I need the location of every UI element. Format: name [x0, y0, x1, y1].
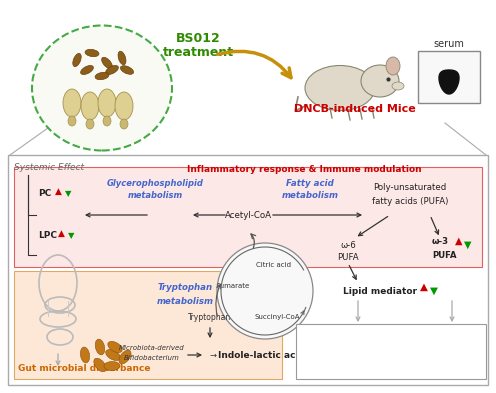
Text: Fatty acid: Fatty acid — [286, 178, 334, 187]
Text: PUFA: PUFA — [337, 252, 359, 261]
Ellipse shape — [103, 116, 111, 126]
Ellipse shape — [386, 57, 400, 75]
Text: treatment: treatment — [162, 46, 234, 59]
Ellipse shape — [95, 72, 109, 80]
Text: Tryptophan: Tryptophan — [188, 314, 232, 323]
Text: Indole-lactic acid: Indole-lactic acid — [218, 351, 305, 360]
Text: inflammatory: inflammatory — [329, 341, 387, 350]
Circle shape — [217, 243, 313, 339]
Text: LPC: LPC — [38, 231, 57, 239]
Text: ▲: ▲ — [58, 228, 65, 237]
Ellipse shape — [118, 51, 126, 65]
Text: Gut microbial disturbance: Gut microbial disturbance — [18, 364, 150, 373]
Text: Systemic Effect: Systemic Effect — [14, 163, 84, 172]
Text: Significantly changed after DNCB-induction: Significantly changed after DNCB-inducti… — [320, 332, 464, 338]
Ellipse shape — [361, 65, 399, 97]
Ellipse shape — [115, 92, 133, 120]
Text: metabolism: metabolism — [157, 296, 213, 305]
Text: ▲: ▲ — [420, 282, 428, 292]
Ellipse shape — [98, 89, 116, 117]
Text: →: → — [210, 351, 220, 360]
Text: ▲: ▲ — [455, 236, 462, 246]
Ellipse shape — [85, 50, 99, 57]
Text: ω-3: ω-3 — [432, 237, 449, 246]
Ellipse shape — [305, 66, 375, 110]
Text: ▲: ▲ — [55, 187, 62, 195]
Text: BS012: BS012 — [176, 31, 220, 44]
Text: ▼: ▼ — [464, 240, 472, 250]
Text: Fumarate: Fumarate — [216, 283, 249, 289]
Bar — [14, 271, 282, 379]
Ellipse shape — [104, 362, 120, 371]
Ellipse shape — [63, 89, 81, 117]
Ellipse shape — [81, 92, 99, 120]
Text: Poly-unsaturated: Poly-unsaturated — [373, 184, 446, 193]
Text: DNCB-induced Mice: DNCB-induced Mice — [294, 104, 416, 114]
Ellipse shape — [120, 119, 128, 129]
Text: ▼: ▼ — [68, 231, 74, 241]
Text: Glycerophospholipid: Glycerophospholipid — [107, 178, 203, 187]
Text: ▲: ▲ — [310, 330, 317, 340]
Ellipse shape — [108, 342, 122, 353]
Text: ▼: ▼ — [430, 286, 438, 296]
Text: ω-6: ω-6 — [340, 241, 356, 250]
Text: Succinyl-CoA: Succinyl-CoA — [254, 314, 300, 320]
Text: metabolism: metabolism — [127, 191, 183, 200]
Ellipse shape — [86, 119, 94, 129]
Text: Pro-: Pro- — [350, 331, 367, 340]
Text: Inflammatory response & Immune modulation: Inflammatory response & Immune modulatio… — [186, 165, 421, 174]
Ellipse shape — [121, 66, 133, 74]
Text: Lipid mediator: Lipid mediator — [343, 286, 417, 296]
Text: metabolism: metabolism — [282, 191, 338, 200]
Text: PC: PC — [38, 189, 51, 198]
Ellipse shape — [73, 53, 81, 66]
Text: Anti-: Anti- — [442, 331, 462, 340]
Text: ▼: ▼ — [310, 350, 317, 360]
Text: ▲: ▲ — [302, 350, 310, 360]
Text: Microbiota-derived: Microbiota-derived — [119, 345, 185, 351]
Ellipse shape — [32, 26, 172, 151]
Text: fatty acids (PUFA): fatty acids (PUFA) — [372, 196, 448, 206]
Text: Acetyl-CoA: Acetyl-CoA — [225, 211, 271, 220]
Ellipse shape — [68, 116, 76, 126]
Ellipse shape — [392, 82, 404, 90]
Text: PUFA: PUFA — [432, 250, 456, 259]
Ellipse shape — [106, 66, 119, 75]
Text: Citric acid: Citric acid — [255, 262, 291, 268]
Bar — [8, 155, 488, 385]
Ellipse shape — [94, 358, 106, 372]
Bar — [14, 167, 482, 267]
Text: ▼: ▼ — [302, 330, 310, 340]
Ellipse shape — [80, 347, 90, 363]
Ellipse shape — [106, 349, 121, 360]
Bar — [418, 51, 480, 103]
Ellipse shape — [119, 350, 131, 364]
Text: inflammatory: inflammatory — [423, 341, 481, 350]
Polygon shape — [439, 70, 459, 94]
Text: serum: serum — [434, 39, 464, 49]
Text: Significantly changed by BS012 administration: Significantly changed by BS012 administr… — [320, 352, 476, 358]
Text: ▲: ▲ — [325, 350, 333, 360]
Ellipse shape — [102, 57, 112, 69]
Bar — [296, 324, 486, 379]
Text: ▼: ▼ — [65, 189, 71, 198]
Text: Bifidobacterium: Bifidobacterium — [124, 355, 180, 361]
Ellipse shape — [95, 339, 105, 355]
Ellipse shape — [81, 66, 93, 75]
Text: ▼: ▼ — [315, 346, 323, 356]
Text: Tryptophan: Tryptophan — [157, 283, 213, 292]
